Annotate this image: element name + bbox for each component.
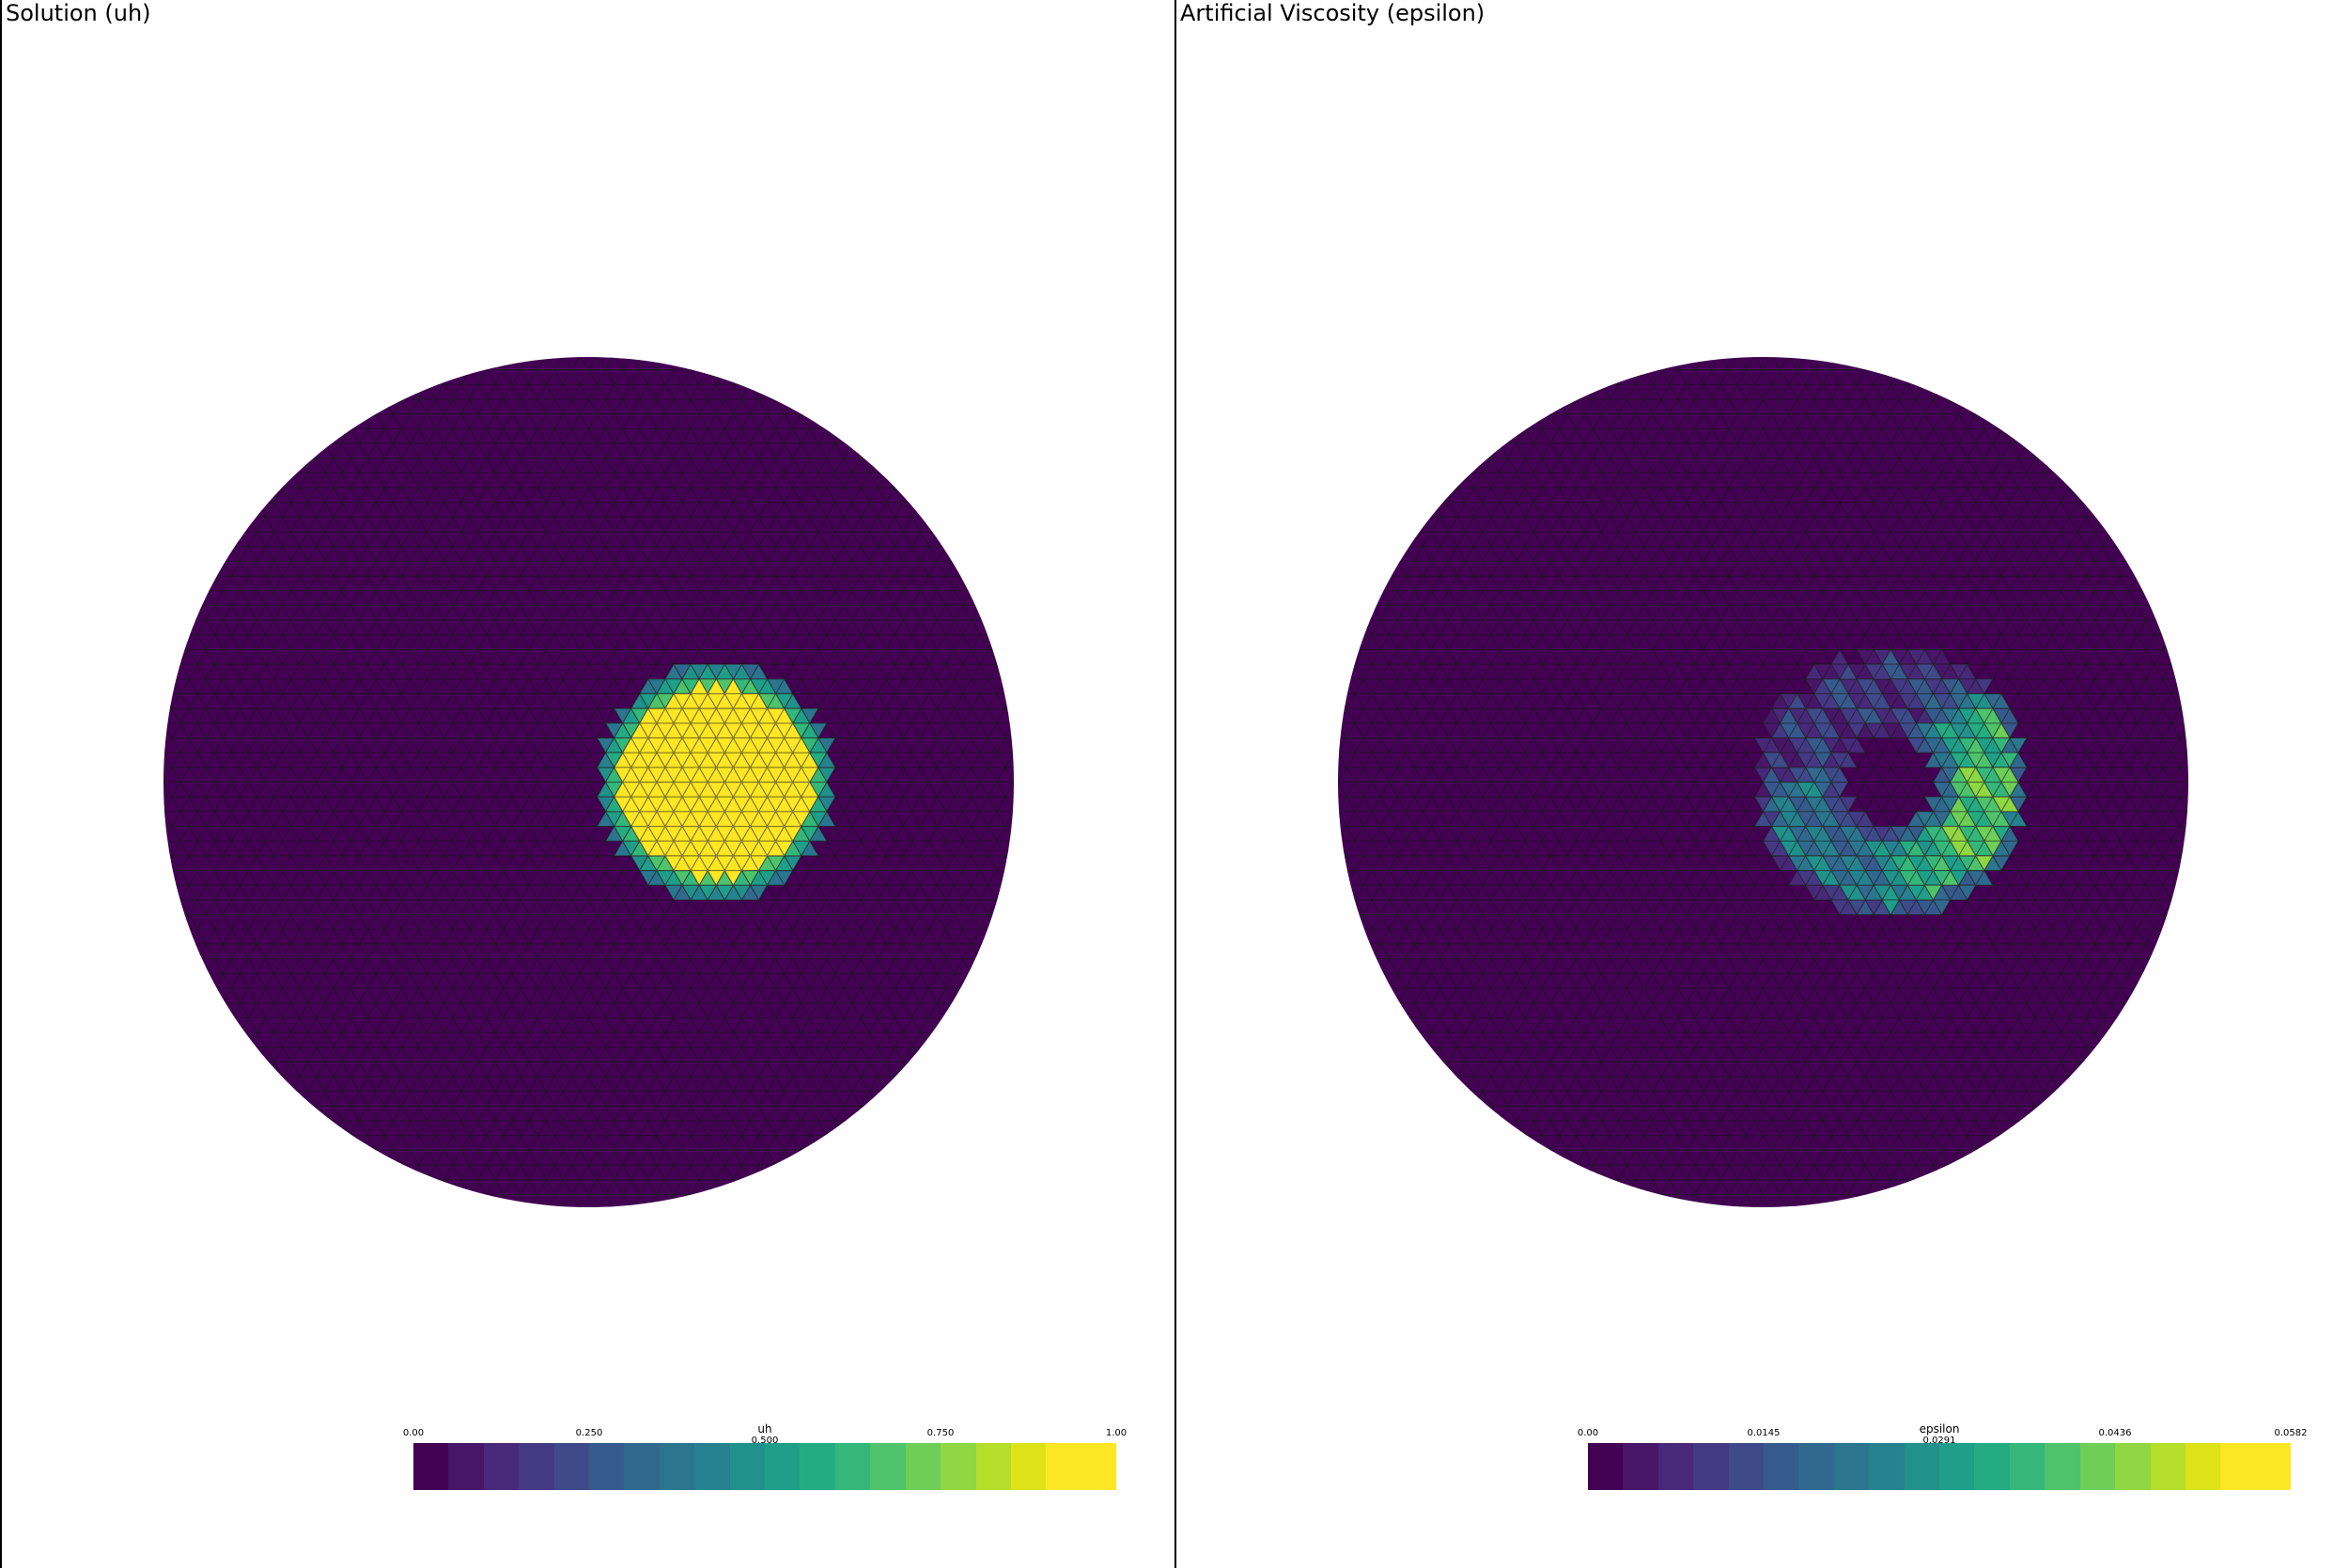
- viewport-title: Solution (uh): [6, 0, 151, 26]
- colorbar-swatch: [483, 1443, 520, 1490]
- colorbar-tick: 0.00: [402, 1428, 425, 1438]
- colorbar-tick: 0.0436: [2098, 1428, 2132, 1438]
- colorbar-tick: 0.00: [1577, 1428, 1599, 1438]
- colorbar-swatch: [1046, 1443, 1081, 1490]
- colorbar-swatch: [1728, 1443, 1765, 1490]
- colorbar-gradient: [1588, 1443, 2292, 1490]
- colorbar-tick: 0.0582: [2274, 1428, 2308, 1438]
- colorbar-swatch: [413, 1443, 449, 1490]
- colorbar-swatch: [519, 1443, 554, 1490]
- colorbar-tick: 0.500: [751, 1436, 779, 1446]
- mesh-cells: [163, 357, 1014, 1207]
- solution-viewport[interactable]: Solution (uh) uh 0.00 0.250 0.500 0.750 …: [0, 0, 1174, 1568]
- mesh-cells: [613, 677, 819, 887]
- mesh-cells: [604, 722, 828, 843]
- colorbar-swatch: [1081, 1443, 1117, 1490]
- mesh-disk-solution[interactable]: [163, 357, 1014, 1207]
- colorbar-swatch: [553, 1443, 590, 1490]
- colorbar-swatch: [975, 1443, 1011, 1490]
- colorbar-swatch: [1623, 1443, 1658, 1490]
- colorbar-title: uh: [757, 1422, 772, 1436]
- colorbar-swatch: [1010, 1443, 1047, 1490]
- colorbar-swatch: [1764, 1443, 1799, 1490]
- colorbar-swatch: [2150, 1443, 2186, 1490]
- colorbar-swatch: [834, 1443, 871, 1490]
- colorbar-swatch: [694, 1443, 730, 1490]
- colorbar-tick: 0.0145: [1747, 1428, 1781, 1438]
- mesh-cells: [1753, 662, 1994, 916]
- mesh-cells: [1770, 692, 1994, 902]
- colorbar-swatch: [800, 1443, 835, 1490]
- colorbar-swatch: [905, 1443, 941, 1490]
- viewport-title: Artificial Viscosity (epsilon): [1180, 0, 1486, 26]
- colorbar-swatch: [2115, 1443, 2151, 1490]
- colorbar-title: epsilon: [1919, 1422, 1960, 1436]
- mesh-disk-viscosity[interactable]: [1338, 357, 2188, 1207]
- colorbar-swatch: [2220, 1443, 2256, 1490]
- colorbar-tick: 1.00: [1105, 1428, 1128, 1438]
- mesh-cells: [1753, 662, 1960, 916]
- colorbar-uh: uh 0.00 0.250 0.500 0.750 1.00: [403, 1422, 1127, 1494]
- colorbar-swatch: [2009, 1443, 2046, 1490]
- colorbar-swatch: [870, 1443, 906, 1490]
- colorbar-swatch: [2045, 1443, 2080, 1490]
- colorbar-swatch: [1588, 1443, 1624, 1490]
- colorbar-swatch: [1939, 1443, 1975, 1490]
- colorbar-swatch: [729, 1443, 766, 1490]
- colorbar-swatch: [1869, 1443, 1905, 1490]
- colorbar-swatch: [589, 1443, 625, 1490]
- colorbar-swatch: [2079, 1443, 2116, 1490]
- viscosity-viewport[interactable]: Artificial Viscosity (epsilon) epsilon 0…: [1174, 0, 2349, 1568]
- colorbar-swatch: [2255, 1443, 2292, 1490]
- colorbar-gradient: [413, 1443, 1117, 1490]
- colorbar-swatch: [624, 1443, 660, 1490]
- colorbar-tick: 0.0291: [1922, 1436, 1956, 1446]
- mesh-cells: [1770, 706, 2029, 901]
- colorbar-swatch: [1974, 1443, 2010, 1490]
- mesh-cells: [1940, 766, 2019, 872]
- colorbar-swatch: [448, 1443, 484, 1490]
- colorbar-swatch: [2185, 1443, 2221, 1490]
- colorbar-swatch: [1833, 1443, 1870, 1490]
- colorbar-epsilon: epsilon 0.00 0.0145 0.0291 0.0436 0.0582: [1578, 1422, 2308, 1494]
- colorbar-swatch: [765, 1443, 801, 1490]
- colorbar-swatch: [941, 1443, 976, 1490]
- colorbar-swatch: [659, 1443, 695, 1490]
- colorbar-swatch: [1904, 1443, 1940, 1490]
- colorbar-swatch: [1693, 1443, 1729, 1490]
- colorbar-swatch: [1657, 1443, 1694, 1490]
- colorbar-tick: 0.750: [926, 1428, 955, 1438]
- colorbar-swatch: [1798, 1443, 1834, 1490]
- colorbar-tick: 0.250: [575, 1428, 603, 1438]
